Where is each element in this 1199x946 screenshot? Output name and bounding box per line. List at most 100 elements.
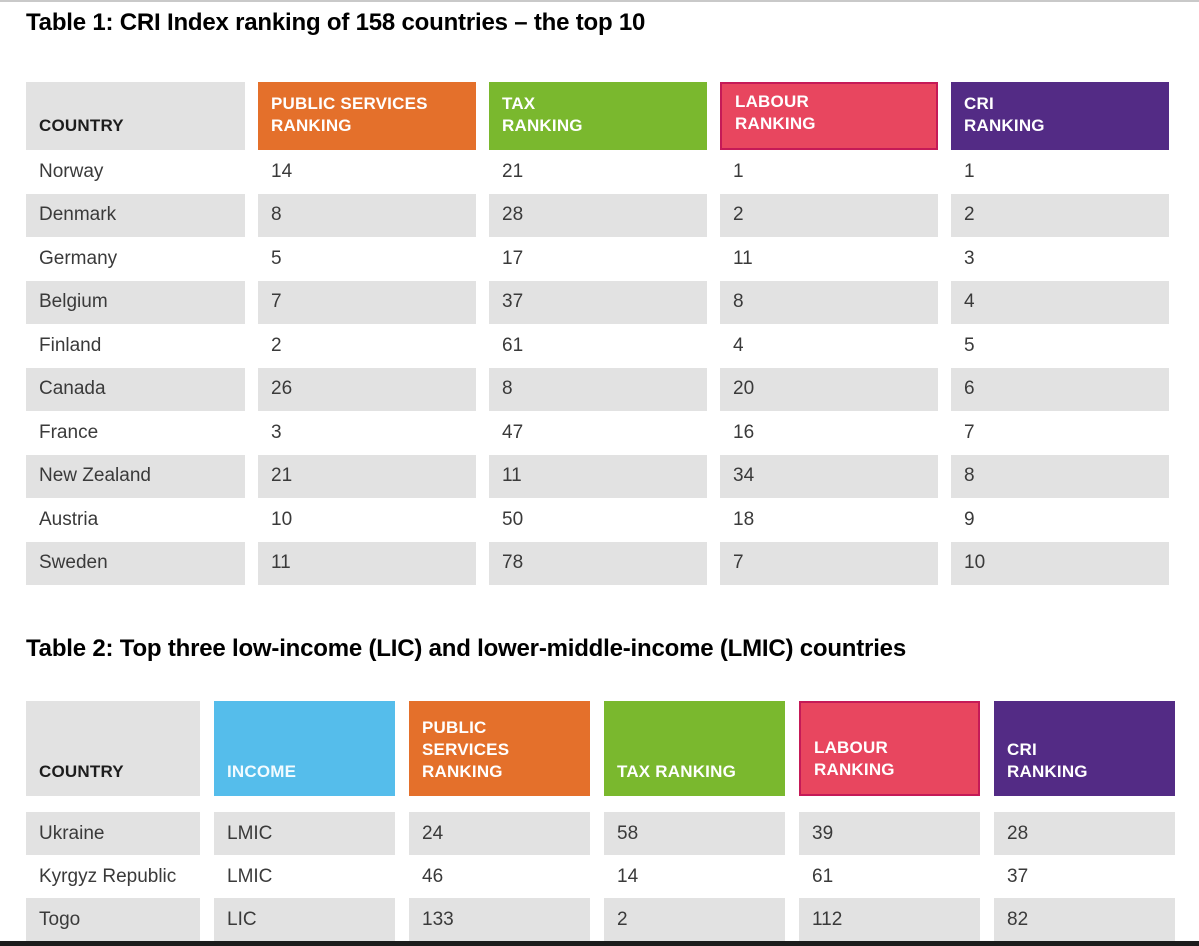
table1-header-labour: LABOUR RANKING [720,82,938,150]
public-services-cell: 46 [422,865,444,887]
country-cell: France [39,421,99,443]
tax-cell: 11 [489,454,707,498]
tax-cell: 47 [502,421,524,443]
tax-cell: 14 [617,865,639,887]
tax-cell: 50 [502,508,524,530]
table2-header-row: COUNTRY INCOME PUBLIC SERVICES RANKING T… [26,701,1199,796]
table2-header-country: COUNTRY [26,701,200,796]
tax-cell: 8 [489,367,707,411]
table1-title: Table 1: CRI Index ranking of 158 countr… [26,9,646,36]
public-services-cell: 11 [258,541,476,585]
table2-header-cri: CRI RANKING [994,701,1175,796]
public-services-cell: 7 [258,280,476,324]
table-row: Togo LIC 133 2 112 82 [26,898,1199,941]
labour-cell: 1 [733,160,744,182]
cri-cell: 9 [964,508,975,530]
table1-body: Norway 14 21 1 1 Denmark 8 28 2 2 German… [26,150,1199,585]
public-services-cell: 133 [409,898,590,941]
labour-cell: 8 [720,280,938,324]
table2-title: Table 2: Top three low-income (LIC) and … [26,635,906,662]
country-cell: Norway [39,160,104,182]
tax-cell: 58 [604,812,785,855]
country-cell: Germany [39,247,118,269]
table-row: Ukraine LMIC 24 58 39 28 [26,812,1199,855]
table1-header-tax: TAX RANKING [489,82,707,150]
country-cell: Kyrgyz Republic [39,865,177,887]
labour-cell: 16 [733,421,755,443]
country-cell: New Zealand [26,454,245,498]
cri-cell: 2 [951,193,1169,237]
public-services-cell: 5 [271,247,282,269]
cri-cell: 10 [951,541,1169,585]
table-row: Finland 2 61 4 5 [26,324,1199,368]
labour-cell: 112 [799,898,980,941]
table1-header-row: COUNTRY PUBLIC SERVICES RANKING TAX RANK… [26,82,1199,150]
country-cell: Belgium [26,280,245,324]
labour-cell: 39 [799,812,980,855]
table-row: Austria 10 50 18 9 [26,498,1199,542]
public-services-cell: 2 [271,334,282,356]
cri-cell: 7 [964,421,975,443]
table2-lic-lmic: COUNTRY INCOME PUBLIC SERVICES RANKING T… [26,701,1199,941]
table2-header-public-services: PUBLIC SERVICES RANKING [409,701,590,796]
table1-header-country: COUNTRY [26,82,245,150]
table-row: New Zealand 21 11 34 8 [26,454,1199,498]
labour-cell: 18 [733,508,755,530]
public-services-cell: 24 [409,812,590,855]
cri-cell: 1 [964,160,975,182]
table2-header-labour: LABOUR RANKING [799,701,980,796]
table-row: Sweden 11 78 7 10 [26,541,1199,585]
labour-cell: 2 [720,193,938,237]
income-cell: LMIC [214,812,395,855]
page-top-border [0,0,1199,2]
cri-cell: 28 [994,812,1175,855]
income-cell: LMIC [227,865,273,887]
public-services-cell: 26 [258,367,476,411]
table-row: Kyrgyz Republic LMIC 46 14 61 37 [26,855,1199,898]
table-row: Canada 26 8 20 6 [26,367,1199,411]
page-bottom-bar [0,941,1199,946]
tax-cell: 17 [502,247,524,269]
labour-cell: 4 [733,334,744,356]
income-cell: LIC [214,898,395,941]
public-services-cell: 10 [271,508,293,530]
cri-cell: 8 [951,454,1169,498]
table1-cri-top10: COUNTRY PUBLIC SERVICES RANKING TAX RANK… [26,82,1199,585]
labour-cell: 34 [720,454,938,498]
country-cell: Austria [39,508,99,530]
cri-cell: 82 [994,898,1175,941]
country-cell: Ukraine [26,812,200,855]
tax-cell: 61 [502,334,524,356]
cri-cell: 5 [964,334,975,356]
public-services-cell: 21 [258,454,476,498]
table-row: Belgium 7 37 8 4 [26,280,1199,324]
table-row: France 3 47 16 7 [26,411,1199,455]
tax-cell: 37 [489,280,707,324]
public-services-cell: 14 [271,160,293,182]
country-cell: Finland [39,334,102,356]
labour-cell: 61 [812,865,834,887]
country-cell: Sweden [26,541,245,585]
tax-cell: 2 [604,898,785,941]
country-cell: Canada [26,367,245,411]
cri-cell: 37 [1007,865,1029,887]
table1-header-public-services: PUBLIC SERVICES RANKING [258,82,476,150]
tax-cell: 28 [489,193,707,237]
table-row: Germany 5 17 11 3 [26,237,1199,281]
labour-cell: 20 [720,367,938,411]
table2-header-income: INCOME [214,701,395,796]
cri-cell: 6 [951,367,1169,411]
country-cell: Togo [26,898,200,941]
country-cell: Denmark [26,193,245,237]
table1-header-cri: CRI RANKING [951,82,1169,150]
public-services-cell: 3 [271,421,282,443]
cri-cell: 4 [951,280,1169,324]
cri-cell: 3 [964,247,975,269]
tax-cell: 78 [489,541,707,585]
table2-header-tax: TAX RANKING [604,701,785,796]
table-row: Denmark 8 28 2 2 [26,193,1199,237]
table-row: Norway 14 21 1 1 [26,150,1199,194]
labour-cell: 11 [733,247,753,269]
table2-body: Ukraine LMIC 24 58 39 28 Kyrgyz Republic… [26,812,1199,941]
labour-cell: 7 [720,541,938,585]
